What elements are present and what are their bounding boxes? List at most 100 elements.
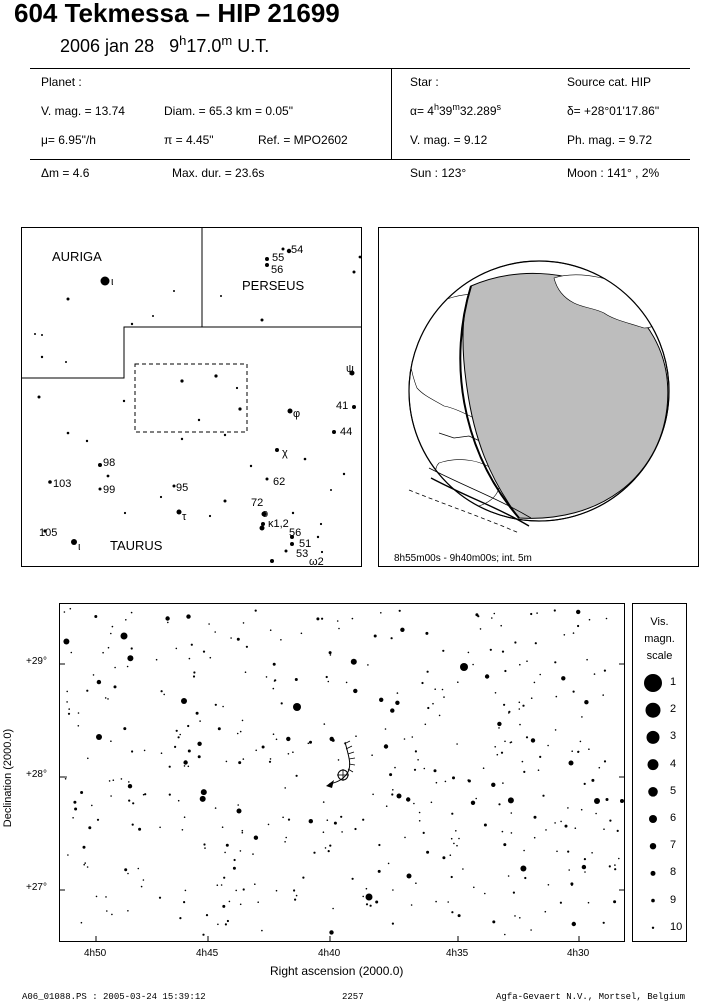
label-phi: φ: [293, 408, 300, 420]
field-star: [355, 735, 357, 737]
finder-star: [106, 474, 110, 478]
field-star: [432, 702, 434, 705]
field-star: [588, 618, 591, 621]
field-star: [379, 697, 384, 702]
field-star: [236, 732, 239, 735]
field-star: [591, 852, 593, 854]
field-star: [482, 767, 485, 769]
finder-star: [66, 297, 70, 301]
field-star: [183, 760, 188, 765]
field-star: [542, 794, 545, 797]
field-star: [77, 712, 80, 714]
finder-star: [223, 433, 227, 437]
field-star: [509, 741, 512, 744]
field-star: [181, 829, 184, 831]
field-star: [365, 903, 369, 906]
label-56-tau: 56: [289, 527, 301, 539]
field-star: [390, 637, 393, 640]
finder-star: [40, 355, 44, 359]
field-star: [427, 706, 430, 710]
footer-publisher: Agfa-Gevaert N.V., Mortsel, Belgium: [496, 992, 686, 1002]
field-star: [336, 620, 339, 622]
footer-page: 2257: [342, 992, 364, 1002]
field-star: [329, 844, 332, 847]
finder-star: [66, 431, 70, 435]
field-star: [323, 723, 326, 725]
field-star: [580, 808, 583, 811]
field-star: [284, 787, 286, 789]
field-star: [453, 842, 455, 845]
field-star: [567, 850, 570, 853]
bright-star: [460, 663, 468, 671]
legend-dots: [644, 674, 662, 929]
field-star: [605, 617, 608, 620]
asteroid-direction-arrow: [326, 780, 334, 788]
field-star: [554, 661, 557, 664]
x-tick-4h35: 4h35: [446, 948, 469, 959]
field-star: [255, 749, 257, 752]
field-star: [104, 697, 107, 699]
field-star: [67, 712, 71, 715]
legend-value-6: 6: [670, 812, 677, 824]
bright-star: [406, 873, 412, 879]
field-star: [530, 929, 532, 931]
finder-star: [284, 549, 288, 553]
field-star: [86, 689, 89, 692]
field-star: [120, 778, 123, 780]
field-star: [519, 723, 521, 726]
finder-star: [330, 489, 332, 491]
bright-star: [96, 734, 102, 740]
asteroid-track-ticks: [343, 740, 356, 773]
planet-motion: μ= 6.95"/h: [41, 133, 96, 147]
field-star: [106, 910, 108, 912]
field-star: [523, 770, 526, 773]
field-star: [512, 891, 515, 894]
field-star: [261, 929, 263, 932]
field-star: [329, 654, 332, 656]
label-103: 103: [53, 478, 71, 490]
finder-star: [130, 322, 134, 326]
field-star: [295, 894, 298, 897]
field-star: [507, 875, 510, 877]
field-star: [338, 627, 340, 630]
field-star: [220, 884, 223, 886]
field-star: [160, 690, 163, 693]
finder-star: [260, 318, 264, 322]
label-105: 105: [39, 527, 57, 539]
field-star: [140, 885, 143, 888]
field-star: [501, 830, 504, 833]
field-star: [224, 851, 226, 854]
field-star: [96, 818, 100, 821]
field-star: [132, 802, 135, 805]
finder-star: [220, 295, 222, 297]
field-star: [142, 793, 145, 796]
x-tick-4h45: 4h45: [196, 948, 219, 959]
field-star: [571, 884, 573, 886]
field-star: [340, 815, 343, 818]
finder-star: [265, 477, 269, 481]
field-star: [475, 613, 479, 617]
field-star: [443, 696, 445, 698]
field-star: [102, 651, 104, 654]
field-star: [413, 768, 417, 771]
field-star: [411, 736, 414, 738]
field-star: [96, 679, 102, 685]
finder-star: [303, 457, 307, 461]
field-star: [539, 673, 541, 676]
field-star: [553, 609, 556, 612]
field-star: [458, 837, 460, 840]
shadow-path-limit: [408, 489, 520, 534]
field-star: [224, 923, 227, 926]
field-star: [367, 664, 369, 666]
field-star: [491, 617, 493, 619]
field-star: [602, 694, 604, 696]
field-star: [391, 922, 394, 925]
field-star: [257, 901, 259, 903]
info-vertical-rule: [391, 68, 392, 159]
label-99: 99: [103, 484, 115, 496]
field-star: [583, 858, 587, 861]
detail-star-chart: [60, 607, 624, 941]
finder-star: [319, 522, 323, 526]
finder-star: [41, 334, 43, 336]
field-star: [187, 724, 190, 728]
